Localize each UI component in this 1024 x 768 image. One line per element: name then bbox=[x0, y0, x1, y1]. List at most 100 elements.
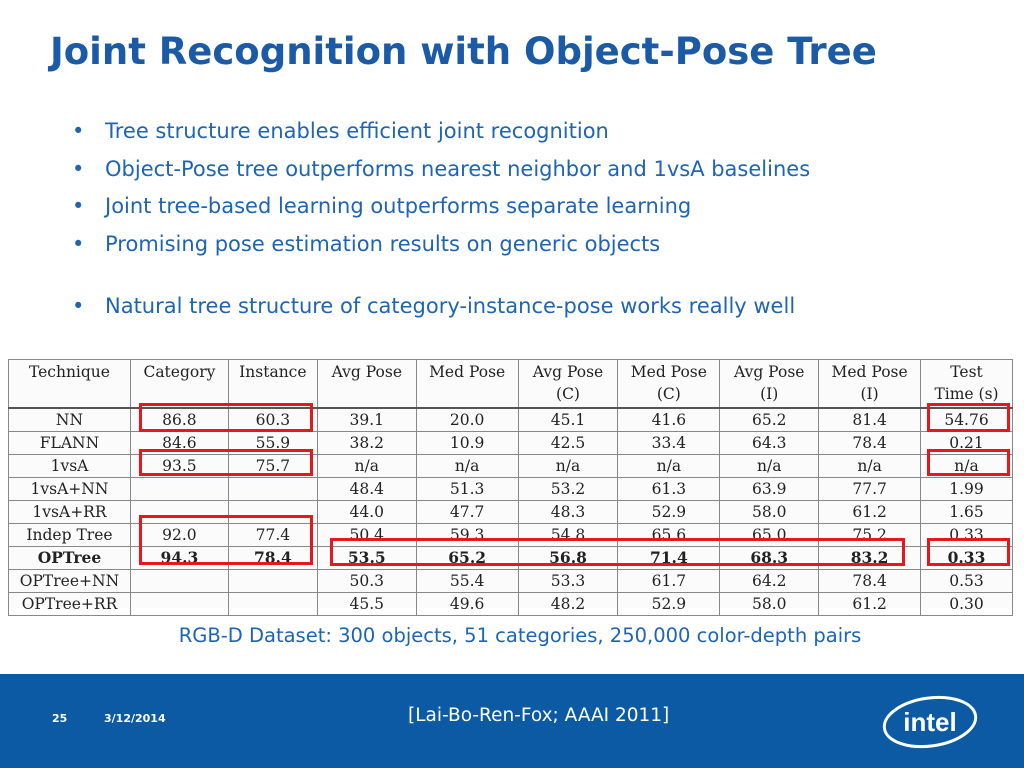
table-cell: 48.2 bbox=[517, 592, 619, 616]
table-cell: 93.5 bbox=[129, 454, 229, 478]
table-cell: 60.3 bbox=[227, 407, 318, 432]
table-cell: 20.0 bbox=[415, 407, 519, 432]
column-header-text: (C) bbox=[556, 385, 580, 403]
column-header-text: Avg Pose bbox=[532, 363, 604, 381]
table-cell: Indep Tree bbox=[8, 523, 131, 547]
column-header-text: Test bbox=[950, 363, 983, 381]
column-header: Avg Pose bbox=[316, 359, 417, 409]
table-cell: 61.2 bbox=[818, 592, 922, 616]
column-header: Instance bbox=[227, 359, 318, 409]
table-cell: 63.9 bbox=[719, 477, 820, 501]
column-header: Category bbox=[129, 359, 229, 409]
column-header-text: Instance bbox=[239, 363, 307, 381]
table-cell: 58.0 bbox=[719, 500, 820, 524]
bullet-icon: • bbox=[72, 156, 85, 181]
table-cell: 50.4 bbox=[316, 523, 417, 547]
table-row: 1vsA+RR 44.0 47.7 48.3 52.9 58.0 61.2 1.65 bbox=[8, 500, 1013, 524]
table-cell: 53.5 bbox=[316, 546, 417, 570]
bullet-text: Natural tree structure of category-insta… bbox=[105, 293, 796, 318]
table-row: 1vsA+NN 48.4 51.3 53.2 61.3 63.9 77.7 1.99 bbox=[8, 477, 1013, 501]
bullet-item: • Joint tree-based learning outperforms s… bbox=[72, 189, 810, 227]
table-cell: FLANN bbox=[8, 431, 131, 455]
column-header-text: Med Pose bbox=[831, 363, 908, 381]
table-cell: 0.33 bbox=[920, 523, 1013, 547]
table-cell: 77.7 bbox=[818, 477, 922, 501]
column-header: Med Pose (C) bbox=[617, 359, 721, 409]
table-cell: 45.5 bbox=[316, 592, 417, 616]
table-cell: n/a bbox=[415, 454, 519, 478]
svg-text:intel: intel bbox=[903, 707, 956, 737]
table-cell: n/a bbox=[517, 454, 619, 478]
table-cell bbox=[227, 500, 318, 524]
column-header: Technique bbox=[8, 359, 131, 409]
table-cell bbox=[129, 592, 229, 616]
table-cell: n/a bbox=[719, 454, 820, 478]
column-header-text: Technique bbox=[28, 363, 110, 381]
bullet-icon: • bbox=[72, 119, 85, 143]
table-cell: 78.4 bbox=[818, 569, 922, 593]
table-cell: 94.3 bbox=[129, 546, 229, 570]
column-header-text: Med Pose bbox=[630, 363, 707, 381]
table-cell: 52.9 bbox=[617, 592, 721, 616]
table-cell: 39.1 bbox=[316, 407, 417, 432]
table-cell: 52.9 bbox=[617, 500, 721, 524]
table-cell: 45.1 bbox=[517, 407, 619, 432]
bullet-item: • Natural tree structure of category-inst… bbox=[72, 289, 810, 327]
table-cell: 61.2 bbox=[818, 500, 922, 524]
table-cell: 53.3 bbox=[517, 569, 619, 593]
table-cell: 78.4 bbox=[227, 546, 318, 570]
table-cell: 83.2 bbox=[818, 546, 922, 570]
column-header-text: Avg Pose bbox=[331, 363, 402, 381]
bullet-item: • Tree structure enables efficient joint … bbox=[72, 114, 810, 152]
table-cell: 0.30 bbox=[920, 592, 1013, 616]
table-cell: n/a bbox=[920, 454, 1013, 478]
column-header-text: (I) bbox=[860, 385, 879, 403]
column-header: Med Pose (I) bbox=[818, 359, 922, 409]
column-header-text: (C) bbox=[656, 385, 681, 403]
table-cell: 58.0 bbox=[719, 592, 820, 616]
intel-logo: intel bbox=[882, 695, 978, 749]
table-cell: 33.4 bbox=[617, 431, 721, 455]
table-cell: OPTree bbox=[8, 546, 131, 570]
table-cell: 41.6 bbox=[617, 407, 721, 432]
table-cell: 75.7 bbox=[227, 454, 318, 478]
table-cell: 48.4 bbox=[316, 477, 417, 501]
table-cell: 1vsA+NN bbox=[8, 477, 131, 501]
table-cell: 55.9 bbox=[227, 431, 318, 455]
table-cell: 51.3 bbox=[415, 477, 519, 501]
results-table: Technique Category Instance Avg Pose Med Pos… bbox=[8, 359, 1013, 616]
table-row: OPTree+NN 50.3 55.4 53.3 61.7 64.2 78.4 0.53 bbox=[8, 569, 1013, 593]
column-header: Avg Pose (I) bbox=[719, 359, 820, 409]
table-cell: n/a bbox=[316, 454, 417, 478]
table-row: Indep Tree 92.0 77.4 50.4 59.3 54.8 65.6 65.0 75… bbox=[8, 523, 1013, 547]
table-cell: 59.3 bbox=[415, 523, 519, 547]
table-cell: 42.5 bbox=[517, 431, 619, 455]
table-cell: 53.2 bbox=[517, 477, 619, 501]
table-cell: 75.2 bbox=[818, 523, 922, 547]
column-header-text: Med Pose bbox=[429, 363, 506, 381]
table-cell: 77.4 bbox=[227, 523, 318, 547]
table-cell: 0.53 bbox=[920, 569, 1013, 593]
table-cell: 61.3 bbox=[617, 477, 721, 501]
table-cell: 47.7 bbox=[415, 500, 519, 524]
footer-bar: 25 3/12/2014 [Lai-Bo-Ren-Fox; AAAI 2011]… bbox=[0, 674, 1024, 768]
table-row: 1vsA 93.5 75.7 n/a n/a n/a n/a n/a n/a n/a bbox=[8, 454, 1013, 478]
table-cell: 1vsA bbox=[8, 454, 131, 478]
table-cell: 48.3 bbox=[517, 500, 619, 524]
table-cell: 54.76 bbox=[920, 407, 1013, 432]
citation-reference: [Lai-Bo-Ren-Fox; AAAI 2011] bbox=[408, 705, 670, 726]
table-cell: 0.33 bbox=[920, 546, 1013, 570]
bullet-list: • Tree structure enables efficient joint … bbox=[72, 114, 810, 326]
bullet-text: Object-Pose tree outperforms nearest nei… bbox=[105, 156, 811, 181]
column-header-text: Avg Pose bbox=[734, 363, 805, 381]
bullet-icon: • bbox=[72, 194, 85, 219]
slide-date: 3/12/2014 bbox=[104, 712, 166, 725]
bullet-text: Tree structure enables efficient joint r… bbox=[105, 119, 609, 143]
table-cell: 92.0 bbox=[129, 523, 229, 547]
bullet-icon: • bbox=[72, 232, 85, 257]
table-cell: 86.8 bbox=[129, 407, 229, 432]
table-row: FLANN 84.6 55.9 38.2 10.9 42.5 33.4 64.3 78.4 0.2… bbox=[8, 431, 1013, 455]
column-header-text: (I) bbox=[760, 385, 779, 403]
bullet-text: Promising pose estimation results on gen… bbox=[105, 232, 661, 257]
bullet-icon: • bbox=[72, 293, 85, 318]
